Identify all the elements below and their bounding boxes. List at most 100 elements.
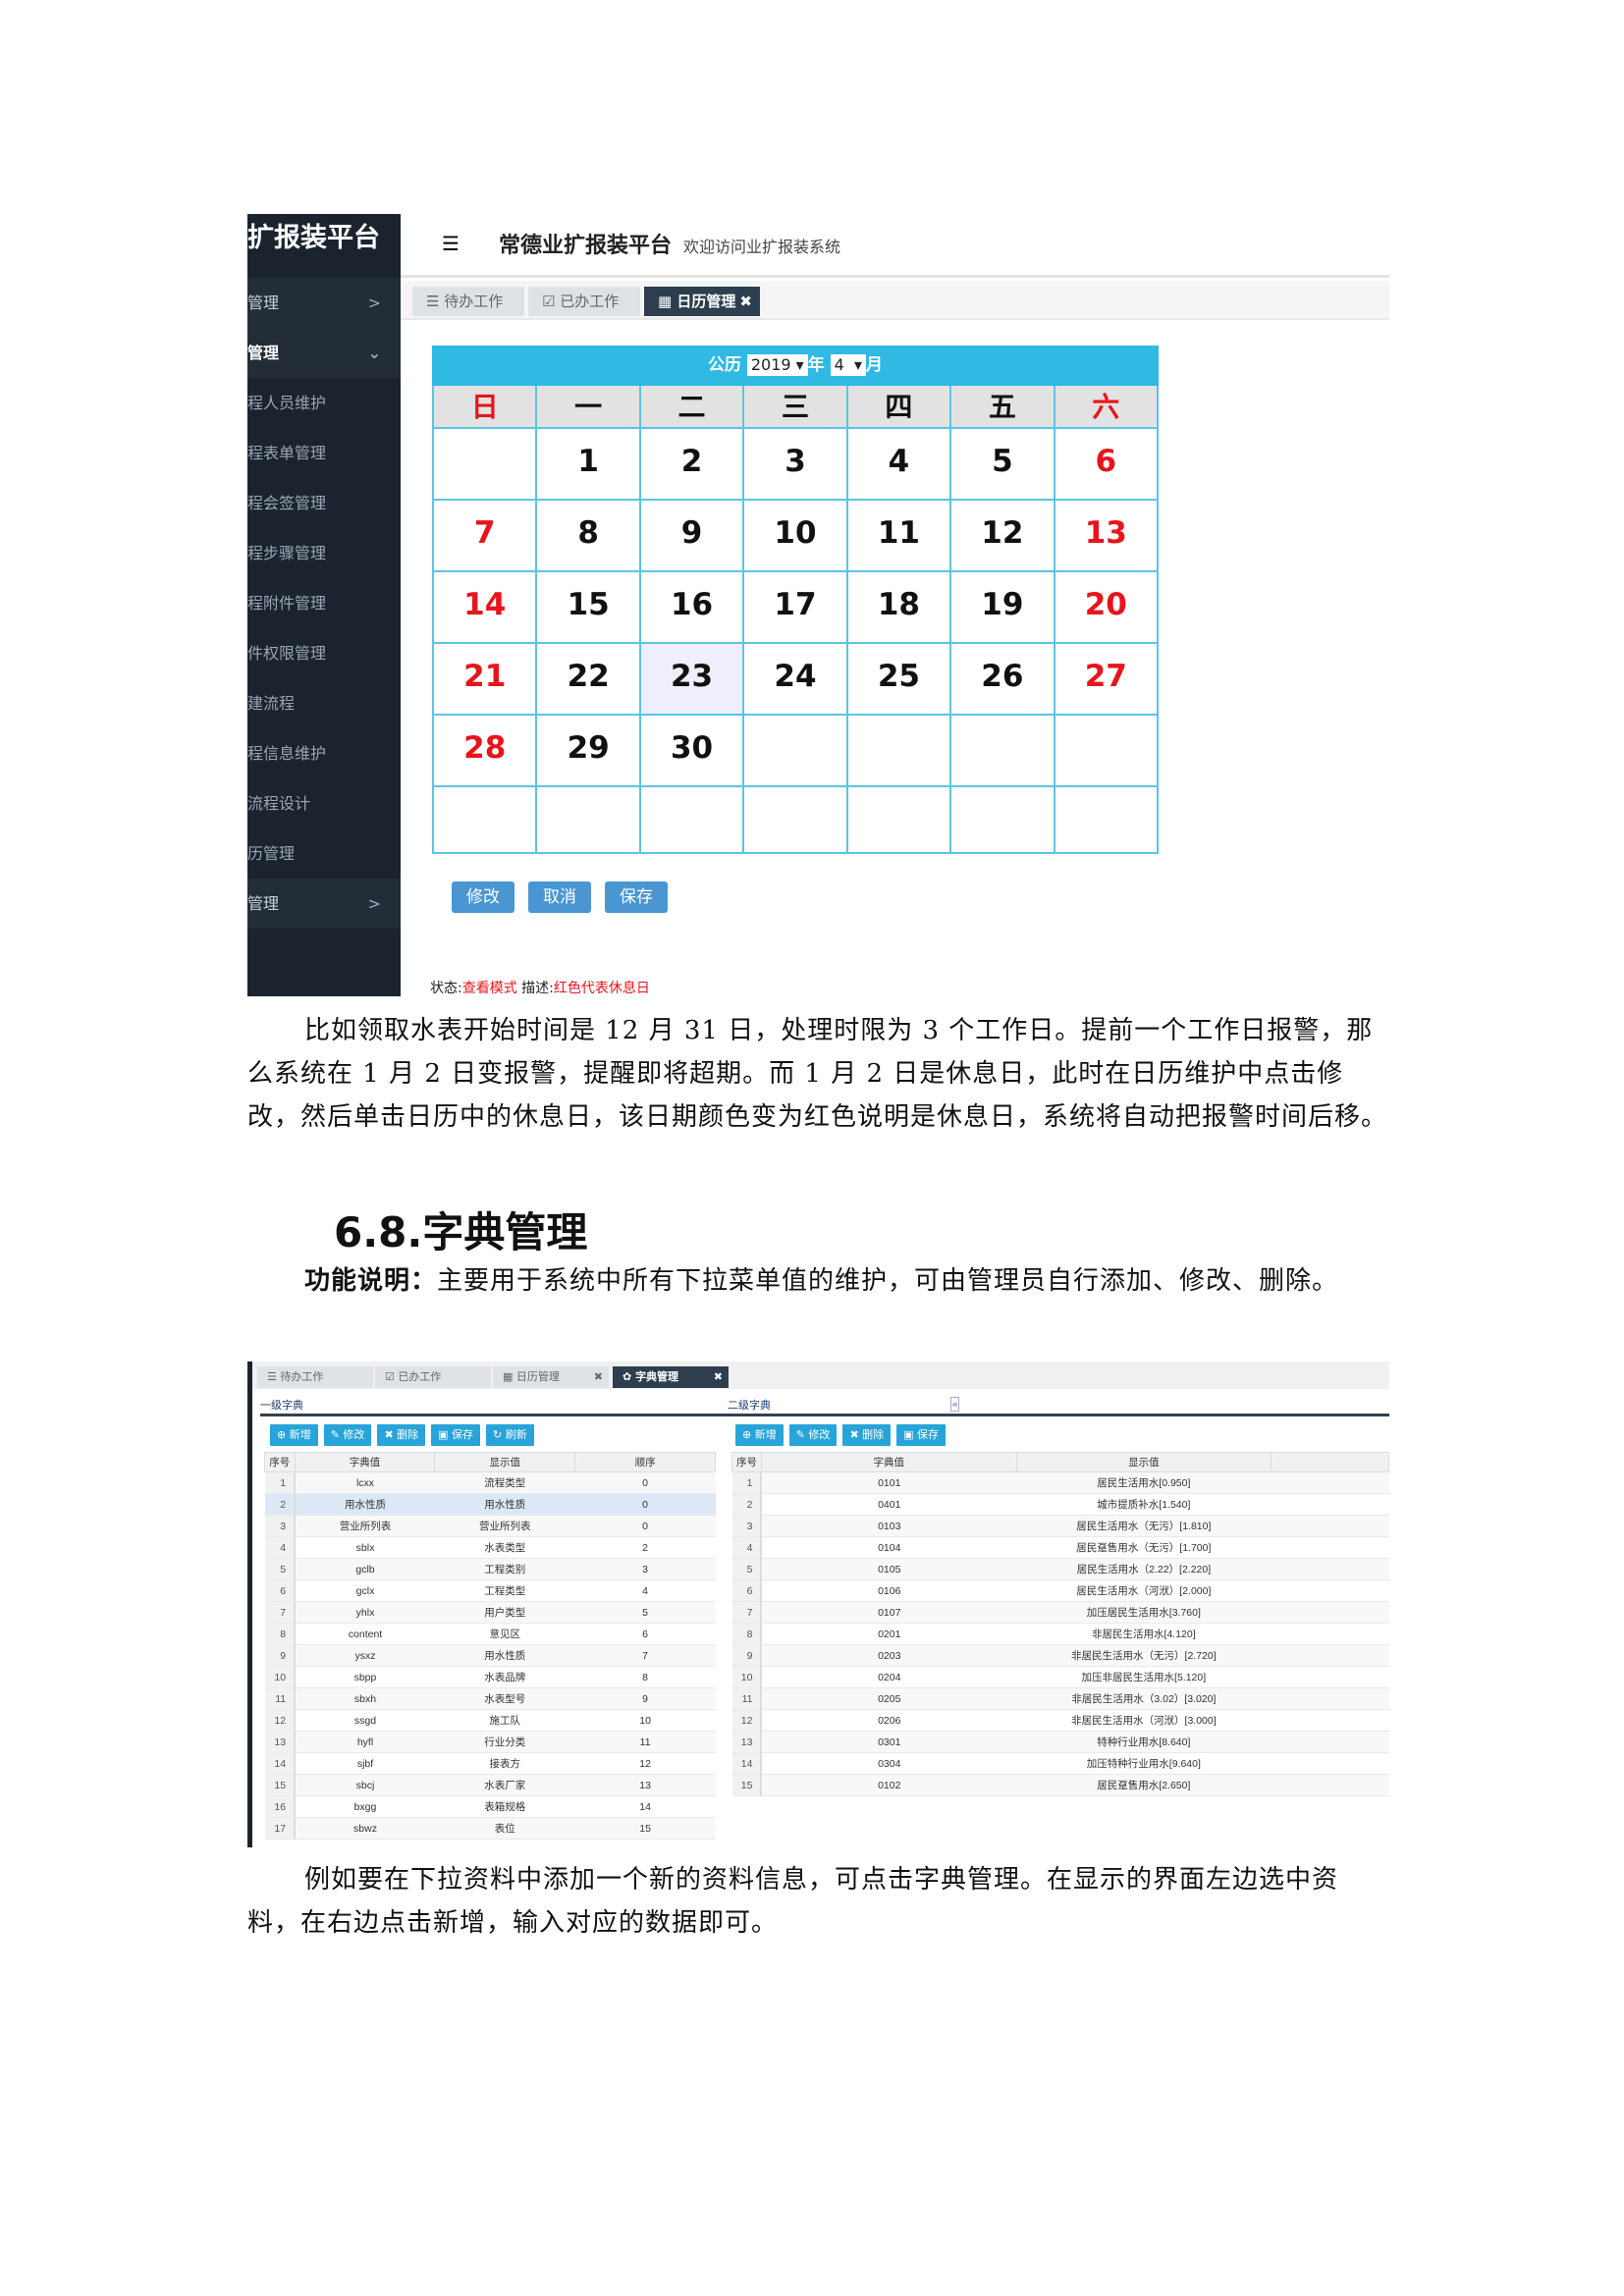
calendar-day[interactable]: 5	[951, 429, 1056, 501]
collapse-icon[interactable]: «	[950, 1397, 959, 1412]
column-header[interactable]: 序号	[731, 1452, 762, 1472]
column-header[interactable]: 字典值	[760, 1452, 1017, 1472]
table-row[interactable]: 14 0304 加压特种行业用水[9.640]	[731, 1752, 1389, 1775]
sidebar-item[interactable]: 程步骤管理	[247, 528, 401, 578]
table-row[interactable]: 12 ssgd 施工队 10	[264, 1709, 716, 1732]
calendar-day[interactable]: 29	[537, 716, 641, 787]
table-row[interactable]: 17 sbwz 表位 15	[264, 1817, 716, 1840]
toolbar-button[interactable]: ✎ 修改	[788, 1424, 838, 1446]
column-header[interactable]: 显示值	[434, 1452, 576, 1472]
calendar-day[interactable]: 23	[640, 644, 745, 716]
sidebar-item[interactable]: 流程设计	[247, 778, 401, 828]
table-row[interactable]: 7 yhlx 用户类型 5	[264, 1601, 716, 1624]
calendar-day[interactable]: 22	[537, 644, 641, 716]
table-row[interactable]: 14 sjbf 接表方 12	[264, 1752, 716, 1775]
table-row[interactable]: 4 sblx 水表类型 2	[264, 1536, 716, 1559]
calendar-day[interactable]: 21	[434, 644, 538, 716]
table-row[interactable]: 16 bxgg 表箱规格 14	[264, 1795, 716, 1818]
year-select[interactable]: 2019 ▾	[746, 354, 808, 376]
calendar-day[interactable]	[744, 716, 848, 787]
calendar-day[interactable]: 25	[847, 644, 952, 716]
calendar-day[interactable]	[640, 787, 745, 854]
calendar-day[interactable]: 4	[847, 429, 952, 501]
sidebar-item[interactable]: 程附件管理	[247, 578, 401, 628]
calendar-day[interactable]: 7	[434, 501, 538, 572]
month-select[interactable]: 4 ▾	[830, 354, 867, 376]
calendar-day[interactable]: 3	[744, 429, 848, 501]
column-header[interactable]: 显示值	[1015, 1452, 1272, 1472]
close-icon[interactable]: ✖	[713, 1370, 723, 1383]
table-row[interactable]: 13 0301 特种行业用水[8.640]	[731, 1731, 1389, 1753]
table-row[interactable]: 6 0106 居民生活用水（河洑）[2.000]	[731, 1579, 1389, 1602]
table-row[interactable]: 11 0205 非居民生活用水（3.02）[3.020]	[731, 1687, 1389, 1710]
table-row[interactable]: 11 sbxh 水表型号 9	[264, 1687, 716, 1710]
calendar-day[interactable]	[537, 787, 641, 854]
toolbar-button[interactable]: ⊕ 新增	[735, 1424, 784, 1446]
table-row[interactable]: 1 lcxx 流程类型 0	[264, 1471, 716, 1494]
table-row[interactable]: 13 hyfl 行业分类 11	[264, 1731, 716, 1753]
table-row[interactable]: 8 content 意见区 6	[264, 1623, 716, 1645]
calendar-day[interactable]	[1055, 787, 1159, 854]
sidebar-item[interactable]: 管理 ⌄	[247, 328, 401, 378]
calendar-day[interactable]: 17	[744, 572, 848, 644]
toolbar-button[interactable]: ✖ 删除	[377, 1424, 426, 1446]
save-button[interactable]: 保存	[605, 881, 668, 913]
calendar-day[interactable]: 1	[537, 429, 641, 501]
tab-3[interactable]: ✿ 字典管理 ✖	[613, 1366, 729, 1388]
calendar-day[interactable]: 20	[1055, 572, 1159, 644]
toolbar-button[interactable]: ↻ 刷新	[486, 1424, 534, 1446]
tab-0[interactable]: ☰ 待办工作	[257, 1366, 373, 1388]
table-row[interactable]: 15 0102 居民趸售用水[2.650]	[731, 1774, 1389, 1796]
tab-1[interactable]: ☑ 已办工作	[528, 287, 640, 316]
toolbar-button[interactable]: ✖ 删除	[842, 1424, 892, 1446]
sidebar-item[interactable]: 件权限管理	[247, 628, 401, 678]
table-row[interactable]: 6 gclx 工程类型 4	[264, 1579, 716, 1602]
sidebar-item[interactable]: 历管理	[247, 828, 401, 879]
calendar-day[interactable]: 8	[537, 501, 641, 572]
close-icon[interactable]: ✖	[593, 1370, 603, 1383]
table-row[interactable]: 1 0101 居民生活用水[0.950]	[731, 1471, 1389, 1494]
menu-icon[interactable]: ☰	[442, 232, 460, 255]
edit-button[interactable]: 修改	[452, 881, 514, 913]
calendar-day[interactable]: 27	[1055, 644, 1159, 716]
tab-2[interactable]: ▦ 日历管理 ✖	[644, 287, 760, 316]
table-row[interactable]: 9 ysxz 用水性质 7	[264, 1644, 716, 1667]
calendar-day[interactable]	[951, 716, 1056, 787]
toolbar-button[interactable]: ✎ 修改	[323, 1424, 372, 1446]
calendar-day[interactable]	[951, 787, 1056, 854]
tab-1[interactable]: ☑ 已办工作	[375, 1366, 491, 1388]
tab-2[interactable]: ▦ 日历管理 ✖	[493, 1366, 609, 1388]
sidebar-item[interactable]: 管理 >	[247, 278, 401, 328]
table-row[interactable]: 10 sbpp 水表品牌 8	[264, 1666, 716, 1688]
sidebar-item[interactable]: 程会签管理	[247, 478, 401, 528]
sidebar-item[interactable]: 程表单管理	[247, 428, 401, 478]
calendar-day[interactable]	[434, 429, 538, 501]
column-header[interactable]: 字典值	[294, 1452, 436, 1472]
calendar-day[interactable]: 6	[1055, 429, 1159, 501]
table-row[interactable]: 2 0401 城市提质补水[1.540]	[731, 1493, 1389, 1516]
table-row[interactable]: 8 0201 非居民生活用水[4.120]	[731, 1623, 1389, 1645]
calendar-day[interactable]: 19	[951, 572, 1056, 644]
toolbar-button[interactable]: ▣ 保存	[896, 1424, 947, 1446]
calendar-day[interactable]: 2	[640, 429, 745, 501]
table-row[interactable]: 12 0206 非居民生活用水（河洑）[3.000]	[731, 1709, 1389, 1732]
table-row[interactable]: 4 0104 居民趸售用水（无污）[1.700]	[731, 1536, 1389, 1559]
calendar-day[interactable]	[744, 787, 848, 854]
toolbar-button[interactable]: ▣ 保存	[431, 1424, 481, 1446]
calendar-day[interactable]: 12	[951, 501, 1056, 572]
calendar-day[interactable]: 11	[847, 501, 952, 572]
close-icon[interactable]: ✖	[739, 293, 752, 310]
sidebar-item[interactable]: 程信息维护	[247, 728, 401, 778]
toolbar-button[interactable]: ⊕ 新增	[270, 1424, 318, 1446]
table-row[interactable]: 5 gclb 工程类别 3	[264, 1558, 716, 1580]
column-header[interactable]: 序号	[264, 1452, 296, 1472]
table-row[interactable]: 5 0105 居民生活用水（2.22）[2.220]	[731, 1558, 1389, 1580]
calendar-day[interactable]: 18	[847, 572, 952, 644]
tab-0[interactable]: ☰ 待办工作	[412, 287, 524, 316]
calendar-day[interactable]	[1055, 716, 1159, 787]
table-row[interactable]: 3 营业所列表 营业所列表 0	[264, 1515, 716, 1537]
sidebar-item[interactable]: 管理 >	[247, 879, 401, 929]
table-row[interactable]: 9 0203 非居民生活用水（无污）[2.720]	[731, 1644, 1389, 1667]
calendar-day[interactable]: 26	[951, 644, 1056, 716]
sidebar-item[interactable]: 建流程	[247, 678, 401, 728]
